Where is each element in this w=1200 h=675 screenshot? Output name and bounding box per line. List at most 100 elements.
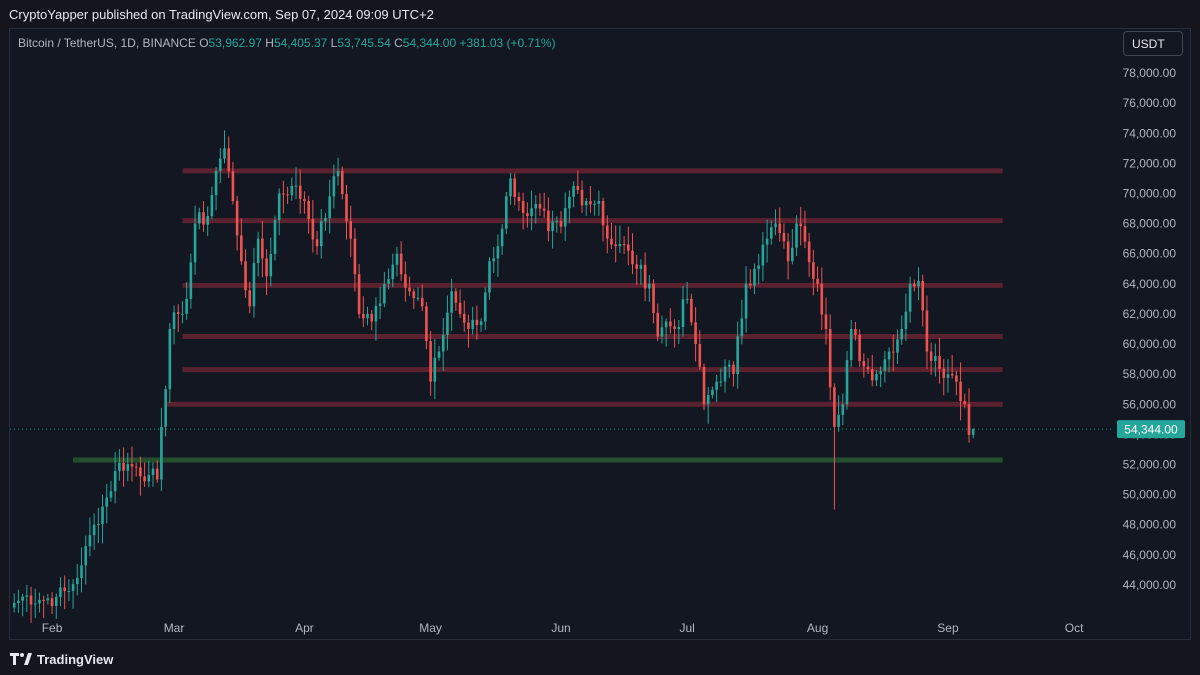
candle-body [677, 326, 681, 329]
candle-body [685, 298, 689, 300]
candle-body [315, 239, 319, 247]
candle-body [917, 280, 920, 287]
open-label: O [199, 36, 209, 50]
y-tick-label: 52,000.00 [1123, 457, 1177, 471]
x-tick-label: Jun [551, 621, 570, 635]
candle-body [67, 590, 71, 592]
candle-body [21, 596, 24, 601]
candle-body [454, 291, 458, 303]
candle-body [610, 238, 613, 245]
candle-body [875, 374, 878, 381]
candle-body [391, 264, 395, 280]
candle-body [240, 235, 243, 262]
candle-body [223, 148, 226, 159]
candle-body [542, 208, 546, 211]
candle-body [340, 170, 344, 195]
candle-body [54, 596, 58, 606]
candle-body [921, 280, 925, 311]
candle-body [429, 341, 432, 382]
candle-body [555, 221, 559, 223]
candle-body [580, 189, 584, 206]
candle-body [126, 464, 130, 471]
symbol-label[interactable]: Bitcoin / TetherUS, 1D, BINANCE [18, 36, 196, 50]
candle-body [29, 595, 33, 605]
candle-body [71, 584, 75, 591]
candle-body [563, 208, 567, 227]
candle-body [118, 462, 121, 472]
footer-brand[interactable]: TradingView [10, 650, 113, 668]
currency-button[interactable]: USDT [1123, 31, 1183, 56]
candle-body [934, 356, 937, 361]
candle-body [778, 223, 782, 234]
candle-body [639, 264, 643, 269]
candle-body [887, 351, 891, 360]
candle-body [648, 283, 651, 289]
candle-body [446, 312, 449, 335]
candle-body [757, 265, 760, 269]
chart-panel[interactable] [9, 28, 1191, 640]
candle-body [660, 327, 664, 337]
candle-body [799, 223, 803, 227]
candle-body [913, 283, 916, 287]
candle-body [59, 587, 62, 597]
candle-body [273, 220, 277, 254]
candle-body [80, 565, 83, 579]
candle-body [904, 311, 908, 329]
candle-body [101, 506, 104, 524]
candle-body [441, 334, 445, 352]
candle-body [193, 223, 197, 263]
y-tick-label: 78,000.00 [1123, 66, 1177, 80]
y-tick-label: 72,000.00 [1123, 156, 1177, 170]
candle-body [319, 221, 323, 247]
y-tick-label: 74,000.00 [1123, 126, 1177, 140]
candle-body [181, 313, 184, 315]
candle-body [206, 216, 209, 225]
candle-body [841, 404, 845, 415]
candle-body [631, 250, 634, 265]
candle-body [673, 326, 676, 329]
candle-body [870, 369, 874, 381]
candle-body [252, 263, 256, 307]
candle-body [471, 319, 474, 329]
high-value: 54,405.37 [273, 36, 328, 50]
candle-body [282, 193, 285, 195]
candle-body [643, 264, 647, 289]
candle-body [357, 274, 361, 314]
candle-body [97, 523, 100, 525]
y-tick-label: 64,000.00 [1123, 277, 1177, 291]
candle-body [467, 322, 470, 329]
candle-body [791, 247, 794, 262]
candle-body [748, 283, 752, 286]
candle-body [265, 258, 268, 277]
candle-body [332, 176, 336, 197]
candle-body [782, 233, 786, 242]
candle-body [362, 313, 365, 319]
candle-body [950, 374, 954, 376]
candle-body [109, 491, 113, 498]
candle-body [559, 221, 563, 227]
candle-body [849, 328, 853, 361]
candle-body [189, 262, 193, 299]
candle-body [690, 298, 693, 323]
candle-body [92, 524, 96, 536]
candle-body [736, 336, 739, 375]
candle-body [244, 261, 247, 291]
candle-body [521, 201, 525, 214]
candle-body [33, 603, 37, 605]
candle-body [404, 274, 407, 288]
candle-body [727, 364, 731, 367]
candle-body [547, 210, 550, 232]
candle-body [399, 253, 403, 275]
candle-body [900, 328, 903, 340]
candle-body [706, 395, 710, 405]
candle-body [732, 364, 735, 375]
candle-body [88, 535, 92, 547]
candle-body [488, 261, 491, 293]
last-price-label: 54,344.00 [1124, 423, 1178, 437]
candle-body [425, 306, 428, 342]
y-tick-label: 58,000.00 [1123, 367, 1177, 381]
y-tick-label: 76,000.00 [1123, 96, 1177, 110]
candle-body [656, 312, 660, 337]
candle-body [698, 344, 702, 367]
